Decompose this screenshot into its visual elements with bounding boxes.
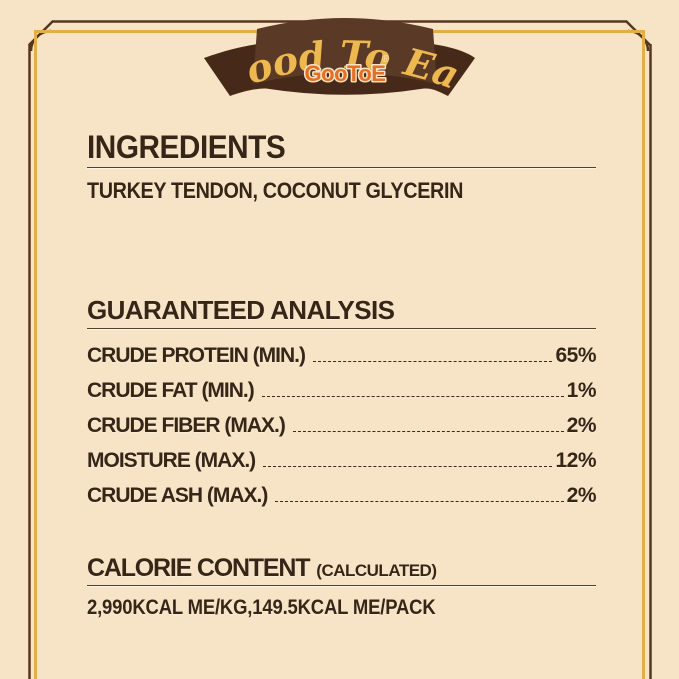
- ribbon-panel: [253, 18, 437, 84]
- table-row: CRUDE ASH (MAX.) 2%: [87, 475, 597, 510]
- calorie-content-heading: CALORIE CONTENT: [87, 554, 310, 582]
- calorie-content-value: 2,990KCAL ME/KG,149.5KCAL ME/PACK: [87, 596, 436, 619]
- table-row: CRUDE FAT (MIN.) 1%: [87, 370, 597, 405]
- calorie-content-section: CALORIE CONTENT (CALCULATED) 2,990KCAL M…: [87, 556, 596, 620]
- row-value: 1%: [566, 379, 597, 402]
- row-value: 2%: [566, 484, 597, 507]
- calorie-content-qualifier: (CALCULATED): [316, 561, 437, 580]
- dotted-leader: [263, 466, 553, 467]
- row-value: 2%: [566, 414, 597, 437]
- dotted-leader: [261, 396, 564, 397]
- row-label: CRUDE FIBER (MAX.): [87, 414, 286, 437]
- dotted-leader: [292, 431, 564, 432]
- guaranteed-analysis-heading: GUARANTEED ANALYSIS: [87, 295, 395, 325]
- table-row: CRUDE PROTEIN (MIN.) 65%: [87, 335, 596, 370]
- guaranteed-analysis-table: CRUDE PROTEIN (MIN.) 65% CRUDE FAT (MIN.…: [87, 335, 597, 510]
- row-value: 65%: [555, 344, 596, 367]
- calorie-content-divider: [87, 585, 596, 586]
- calorie-heading-line: CALORIE CONTENT (CALCULATED): [87, 556, 596, 581]
- brand-logo: GooToE: [305, 61, 386, 86]
- registered-trademark-icon: ®: [382, 54, 390, 65]
- table-row: MOISTURE (MAX.) 12%: [87, 440, 596, 475]
- table-row: CRUDE FIBER (MAX.) 2%: [87, 405, 597, 440]
- row-label: CRUDE FAT (MIN.): [87, 379, 255, 402]
- row-label: CRUDE ASH (MAX.): [87, 484, 268, 507]
- guaranteed-analysis-section: GUARANTEED ANALYSIS CRUDE PROTEIN (MIN.)…: [87, 295, 597, 510]
- guaranteed-analysis-divider: [87, 328, 596, 329]
- row-value: 12%: [555, 449, 596, 472]
- ingredients-value: TURKEY TENDON, COCONUT GLYCERIN: [87, 178, 464, 203]
- dotted-leader: [275, 501, 564, 502]
- row-label: CRUDE PROTEIN (MIN.): [87, 344, 306, 367]
- ingredients-section: INGREDIENTS TURKEY TENDON, COCONUT GLYCE…: [87, 131, 596, 204]
- ingredients-heading: INGREDIENTS: [87, 129, 286, 165]
- dotted-leader: [313, 361, 553, 362]
- ingredients-divider: [87, 167, 596, 168]
- row-label: MOISTURE (MAX.): [87, 449, 256, 472]
